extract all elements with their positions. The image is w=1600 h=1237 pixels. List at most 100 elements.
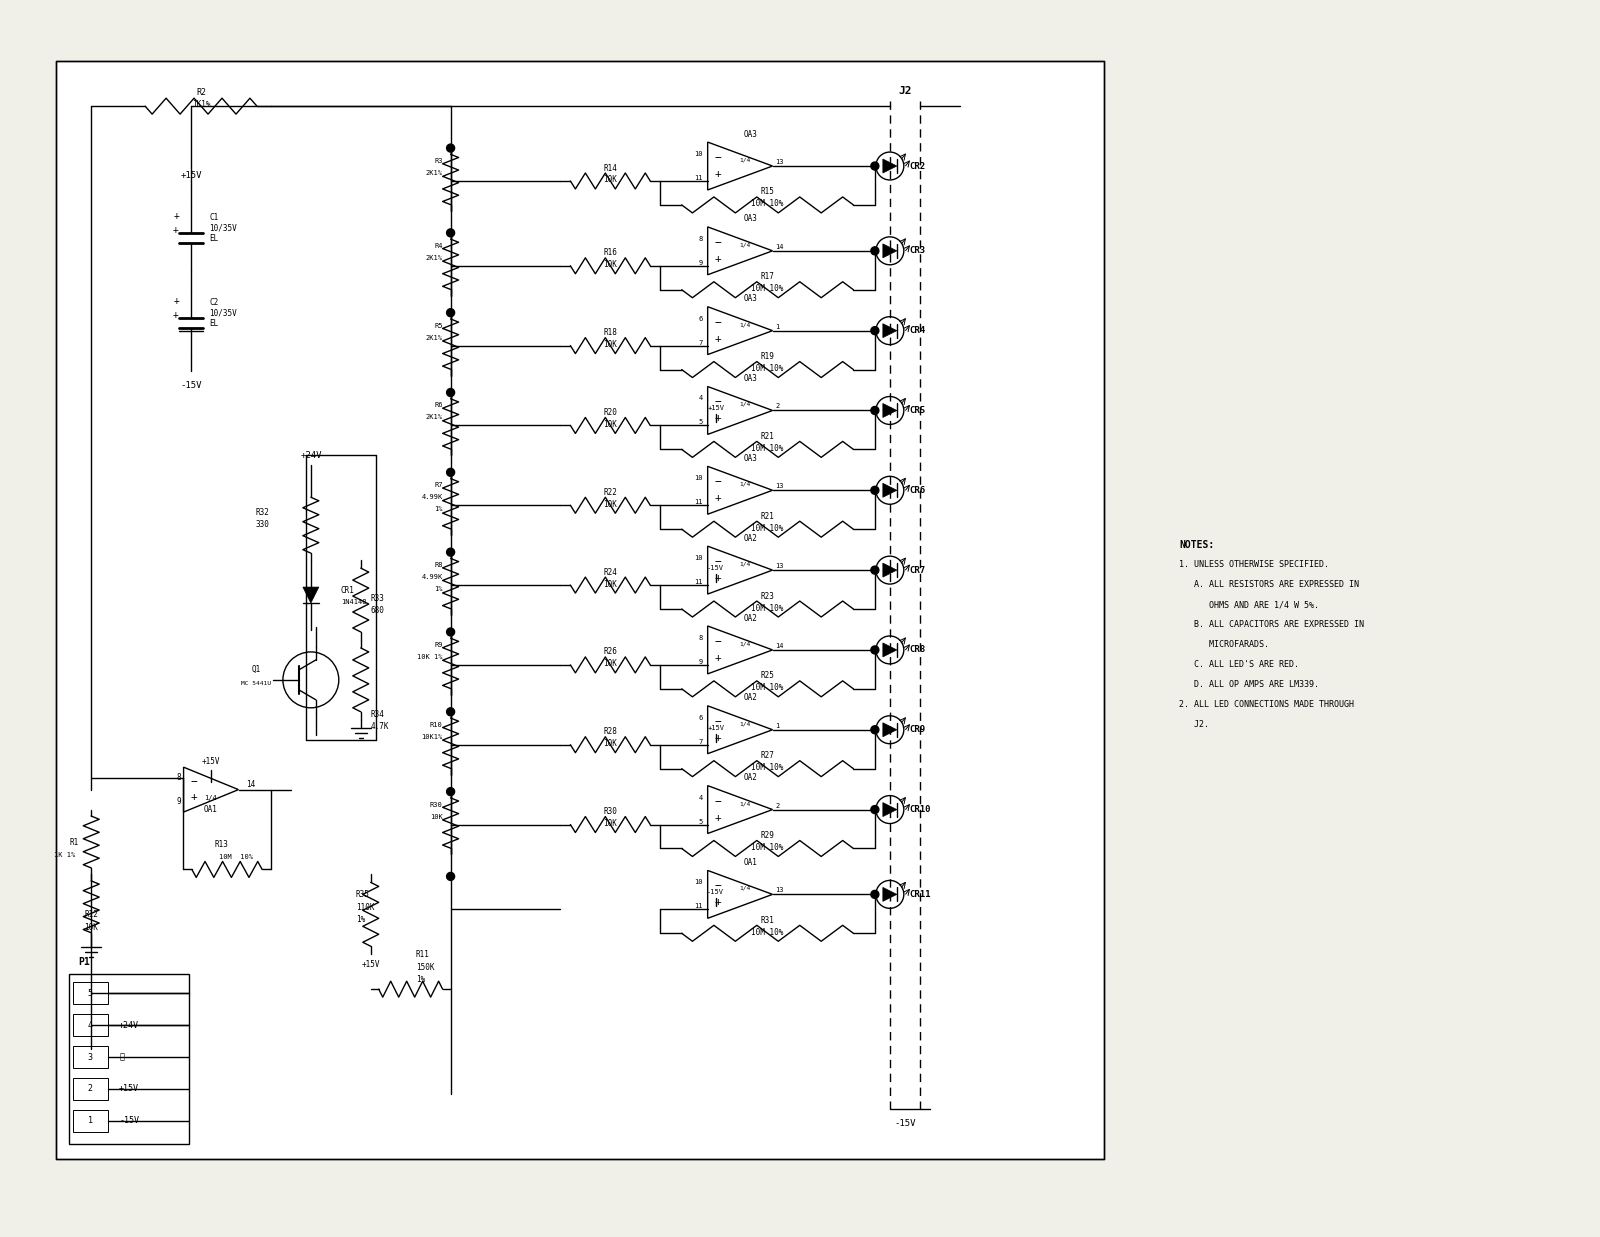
Polygon shape — [883, 403, 898, 417]
Text: 2K1%: 2K1% — [426, 255, 443, 261]
Circle shape — [870, 567, 878, 574]
Text: 4.99K: 4.99K — [421, 495, 443, 500]
Text: 10: 10 — [694, 880, 702, 886]
Text: 13: 13 — [776, 887, 784, 893]
Text: R25: R25 — [760, 672, 774, 680]
Text: R34: R34 — [371, 710, 384, 719]
Text: 13: 13 — [776, 484, 784, 490]
Text: +: + — [714, 169, 722, 179]
Circle shape — [446, 469, 454, 476]
Text: +15V: +15V — [181, 172, 202, 181]
Text: 1K 1%: 1K 1% — [54, 852, 75, 858]
Text: 4: 4 — [699, 794, 702, 800]
Text: 9: 9 — [176, 797, 181, 807]
Text: 330: 330 — [254, 520, 269, 528]
Text: −: − — [714, 153, 722, 163]
Text: 6: 6 — [699, 315, 702, 322]
Text: NOTES:: NOTES: — [1179, 541, 1214, 550]
Text: ⏚: ⏚ — [118, 1053, 125, 1061]
Text: 2K1%: 2K1% — [426, 335, 443, 340]
Circle shape — [870, 646, 878, 654]
Text: R23: R23 — [760, 591, 774, 600]
Text: 4: 4 — [699, 396, 702, 402]
Text: CR1: CR1 — [341, 585, 355, 595]
Text: +: + — [190, 792, 197, 802]
Text: 1/4: 1/4 — [739, 322, 750, 327]
Text: -15V: -15V — [894, 1119, 915, 1128]
Text: 13: 13 — [776, 563, 784, 569]
Text: 10M 10%: 10M 10% — [752, 683, 784, 693]
Polygon shape — [883, 244, 898, 257]
Text: 1%: 1% — [355, 915, 365, 924]
Text: 11: 11 — [694, 500, 702, 505]
Text: OA3: OA3 — [742, 130, 757, 139]
Circle shape — [870, 162, 878, 169]
Text: R30: R30 — [430, 802, 443, 808]
Text: 10M 10%: 10M 10% — [752, 199, 784, 208]
Text: R4: R4 — [434, 242, 443, 249]
Text: R26: R26 — [603, 647, 618, 657]
Text: 4: 4 — [88, 1021, 93, 1029]
Text: 14: 14 — [776, 643, 784, 649]
Text: R21: R21 — [760, 512, 774, 521]
Text: 680: 680 — [371, 606, 384, 615]
Text: 10K: 10K — [603, 580, 618, 589]
Text: OA2: OA2 — [742, 693, 757, 703]
Text: 10M 10%: 10M 10% — [752, 763, 784, 772]
Polygon shape — [883, 803, 898, 816]
Text: 1/4: 1/4 — [739, 242, 750, 247]
Text: CR2: CR2 — [910, 162, 926, 171]
Text: 7: 7 — [699, 738, 702, 745]
Text: −: − — [714, 716, 722, 727]
Text: +: + — [714, 732, 722, 742]
Text: -15V: -15V — [707, 889, 725, 896]
Text: OA1: OA1 — [205, 805, 218, 814]
Text: 1K1%: 1K1% — [192, 100, 210, 109]
Text: R32: R32 — [254, 507, 269, 517]
Text: 5: 5 — [88, 988, 93, 998]
Text: 1/4: 1/4 — [205, 794, 218, 800]
Text: −: − — [714, 477, 722, 487]
Circle shape — [446, 388, 454, 397]
Text: +: + — [714, 494, 722, 503]
Text: R2: R2 — [197, 88, 206, 96]
Text: 14: 14 — [776, 244, 784, 250]
Text: OA3: OA3 — [742, 294, 757, 303]
Text: MICROFARADS.: MICROFARADS. — [1179, 640, 1269, 649]
Text: +: + — [714, 897, 722, 908]
Circle shape — [446, 229, 454, 236]
Text: 10M 10%: 10M 10% — [752, 523, 784, 533]
Text: R18: R18 — [603, 328, 618, 338]
Text: 1%: 1% — [416, 975, 426, 983]
Text: 10M 10%: 10M 10% — [752, 285, 784, 293]
Circle shape — [446, 309, 454, 317]
Text: A. ALL RESISTORS ARE EXPRESSED IN: A. ALL RESISTORS ARE EXPRESSED IN — [1179, 580, 1360, 589]
Text: 10M 10%: 10M 10% — [752, 928, 784, 936]
Text: R15: R15 — [760, 188, 774, 197]
Text: 6: 6 — [699, 715, 702, 721]
Text: R10: R10 — [430, 721, 443, 727]
Text: CR8: CR8 — [910, 646, 926, 654]
Text: 10: 10 — [694, 555, 702, 562]
Text: 10K: 10K — [430, 814, 443, 820]
Polygon shape — [302, 588, 318, 602]
Circle shape — [870, 327, 878, 335]
Circle shape — [870, 891, 878, 898]
Text: −: − — [714, 882, 722, 892]
FancyBboxPatch shape — [74, 1110, 109, 1132]
Text: CR10: CR10 — [910, 805, 931, 814]
Text: 1: 1 — [88, 1116, 93, 1126]
Text: CR9: CR9 — [910, 725, 926, 735]
Text: B. ALL CAPACITORS ARE EXPRESSED IN: B. ALL CAPACITORS ARE EXPRESSED IN — [1179, 620, 1365, 628]
Text: 10M 10%: 10M 10% — [752, 364, 784, 374]
FancyBboxPatch shape — [69, 975, 189, 1144]
Text: R31: R31 — [760, 915, 774, 925]
Text: OA3: OA3 — [742, 454, 757, 463]
Text: 5: 5 — [699, 419, 702, 426]
Text: 10K1%: 10K1% — [421, 734, 443, 740]
Text: CR6: CR6 — [910, 486, 926, 495]
Circle shape — [446, 143, 454, 152]
Text: D. ALL OP AMPS ARE LM339.: D. ALL OP AMPS ARE LM339. — [1179, 680, 1320, 689]
Text: J2.: J2. — [1179, 720, 1210, 729]
Circle shape — [446, 628, 454, 636]
